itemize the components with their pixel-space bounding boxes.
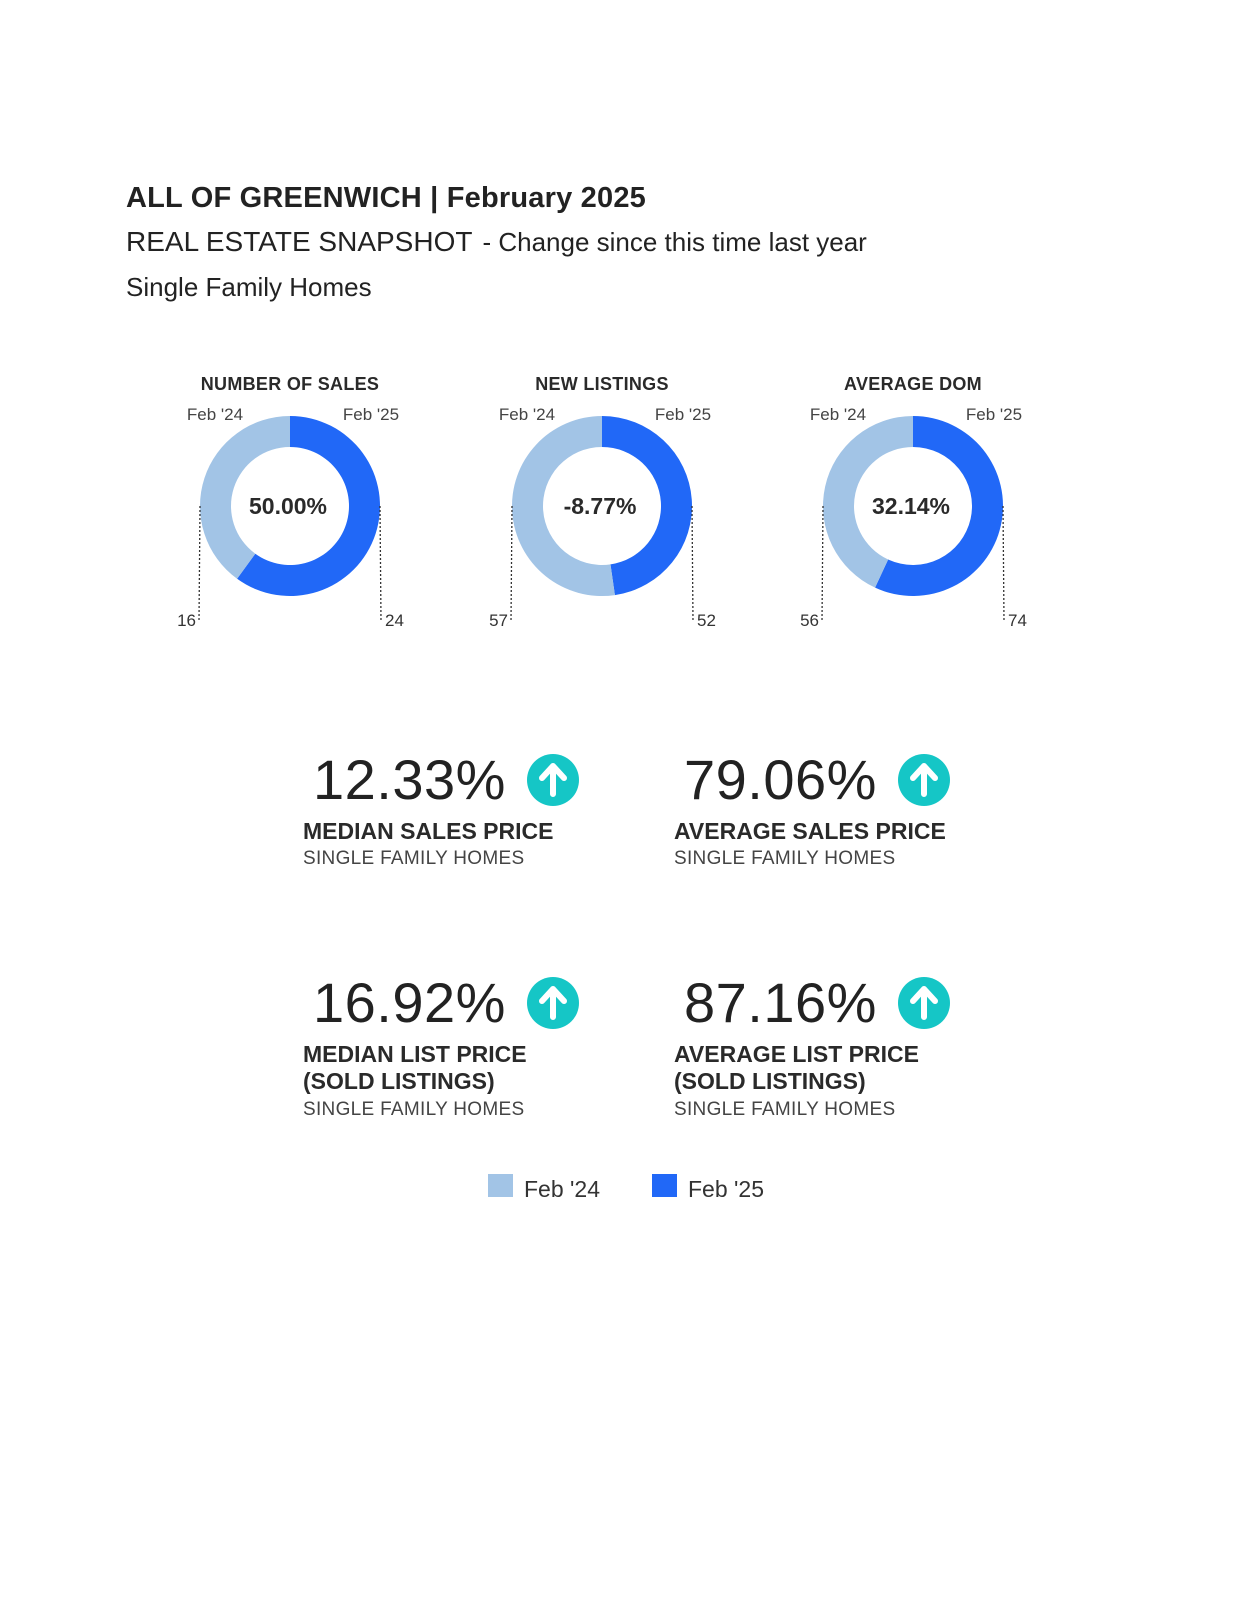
stat-label: AVERAGE SALES PRICE: [674, 818, 994, 845]
donut-slice-current: [237, 416, 380, 596]
stat-label: MEDIAN LIST PRICE (SOLD LISTINGS): [303, 1041, 623, 1095]
value-label-prior: 56: [800, 611, 819, 630]
donut-title: AVERAGE DOM: [844, 374, 982, 394]
donut-title: NEW LISTINGS: [535, 374, 669, 394]
leader-line-prior: [821, 505, 824, 623]
series-label-prior: Feb '24: [499, 405, 555, 424]
donut-slice-prior: [512, 416, 615, 596]
donut-new-listings: NEW LISTINGS Feb '24 Feb '25 -8.77% 57 52: [472, 370, 732, 640]
up-arrow-icon: [898, 754, 950, 806]
up-arrow-icon: [527, 977, 579, 1029]
stat-label-line: (SOLD LISTINGS): [674, 1068, 866, 1094]
value-label-prior: 16: [177, 611, 196, 630]
stat-value: 79.06%: [684, 748, 877, 811]
leader-line-prior: [198, 505, 201, 623]
stat-value: 87.16%: [684, 971, 877, 1034]
value-label-current: 24: [385, 611, 404, 630]
report-category: Single Family Homes: [126, 272, 372, 302]
subtitle-text: REAL ESTATE SNAPSHOT: [126, 226, 473, 257]
leader-line-current: [1002, 505, 1005, 623]
legend-label: Feb '25: [688, 1176, 764, 1202]
leader-line-prior: [510, 505, 513, 623]
legend-swatch: [652, 1174, 677, 1197]
donut-average-dom: AVERAGE DOM Feb '24 Feb '25 32.14% 56 74: [783, 370, 1043, 640]
stat-value: 16.92%: [313, 971, 506, 1034]
donut-center-label: 32.14%: [872, 493, 950, 519]
stat-label: MEDIAN SALES PRICE: [303, 818, 623, 845]
leader-line-current: [691, 505, 694, 623]
stat-sublabel: SINGLE FAMILY HOMES: [674, 848, 896, 869]
legend-swatch: [488, 1174, 513, 1197]
up-arrow-icon: [527, 754, 579, 806]
series-label-prior: Feb '24: [187, 405, 243, 424]
donut-center-label: 50.00%: [249, 493, 327, 519]
report-subtitle: REAL ESTATE SNAPSHOT - Change since this …: [126, 226, 867, 258]
stat-sublabel: SINGLE FAMILY HOMES: [303, 848, 525, 869]
donut-slice-current: [875, 416, 1003, 596]
subtitle-change: - Change since this time last year: [482, 227, 867, 257]
value-label-prior: 57: [489, 611, 508, 630]
donut-number-of-sales: NUMBER OF SALES Feb '24 Feb '25 50.00% 16 24: [160, 370, 420, 640]
series-label-current: Feb '25: [655, 405, 711, 424]
donut-slice-prior: [200, 416, 290, 579]
leader-line-current: [379, 505, 382, 623]
report-title: ALL OF GREENWICH | February 2025: [126, 182, 646, 214]
stat-label-line: MEDIAN SALES PRICE: [303, 818, 554, 844]
donut-chart-svg: Feb '24 Feb '25 -8.77% 57 52: [489, 405, 716, 630]
stat-value: 12.33%: [313, 748, 506, 811]
value-label-current: 52: [697, 611, 716, 630]
series-label-prior: Feb '24: [810, 405, 866, 424]
legend-label: Feb '24: [524, 1176, 600, 1202]
donut-center-label: -8.77%: [564, 493, 637, 519]
value-label-current: 74: [1008, 611, 1027, 630]
stat-sublabel: SINGLE FAMILY HOMES: [303, 1099, 525, 1120]
stat-sublabel: SINGLE FAMILY HOMES: [674, 1099, 896, 1120]
donut-slice-current: [602, 416, 692, 596]
donut-chart-svg: Feb '24 Feb '25 50.00% 16 24: [177, 405, 404, 630]
stat-label-line: (SOLD LISTINGS): [303, 1068, 495, 1094]
stat-label: AVERAGE LIST PRICE (SOLD LISTINGS): [674, 1041, 994, 1095]
donut-slice-prior: [822, 416, 913, 588]
donut-title: NUMBER OF SALES: [200, 374, 380, 394]
donut-chart-svg: Feb '24 Feb '25 32.14% 56 74: [800, 405, 1027, 630]
stat-label-line: AVERAGE SALES PRICE: [674, 818, 946, 844]
up-arrow-icon: [898, 977, 950, 1029]
stat-label-line: AVERAGE LIST PRICE: [674, 1041, 919, 1067]
stat-label-line: MEDIAN LIST PRICE: [303, 1041, 527, 1067]
series-label-current: Feb '25: [343, 405, 399, 424]
series-label-current: Feb '25: [966, 405, 1022, 424]
